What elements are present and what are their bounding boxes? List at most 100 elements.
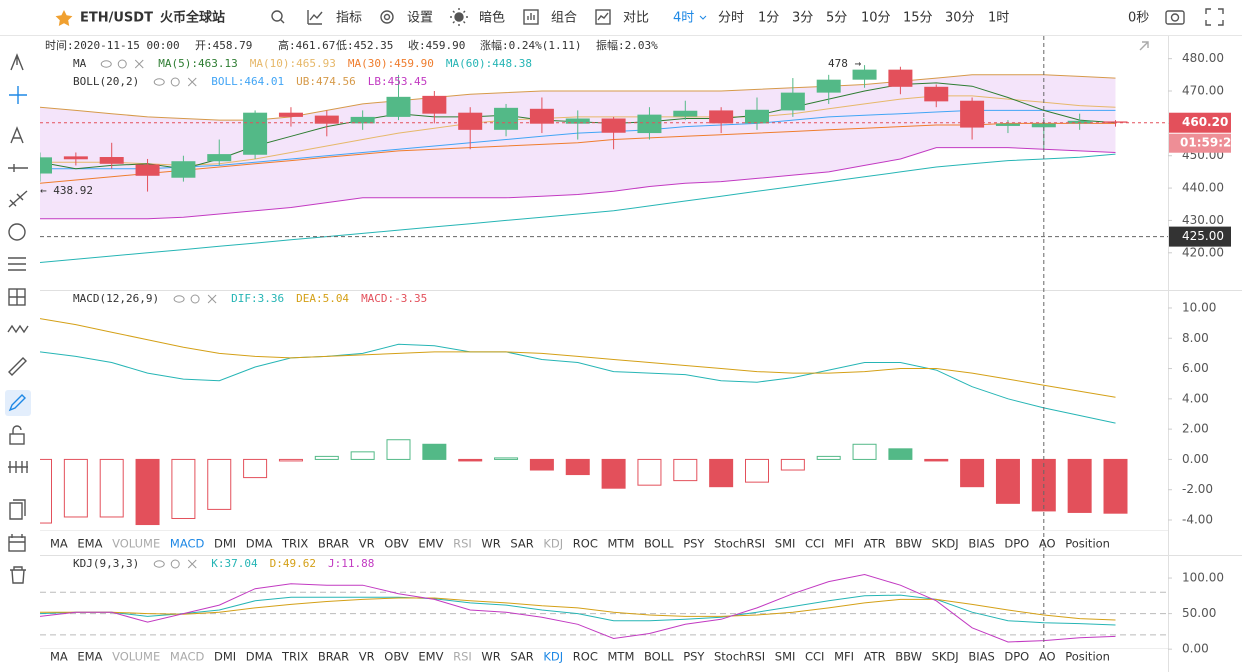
legend-remove[interactable] [207, 294, 217, 304]
interval-button[interactable]: 1分 [758, 11, 779, 26]
legend-settings[interactable] [190, 294, 200, 304]
indicator-tab[interactable]: VR [359, 650, 375, 664]
indicator-tab[interactable]: MACD [170, 537, 205, 551]
indicator-tab[interactable]: BIAS [968, 537, 994, 551]
indicator-tab[interactable]: MTM [608, 650, 635, 664]
crosshair-tool[interactable] [9, 86, 27, 104]
indicator-tab[interactable]: BRAR [318, 650, 349, 664]
indicator-tab[interactable]: KDJ [543, 537, 563, 551]
indicator-tab[interactable]: SAR [510, 537, 533, 551]
indicator-tab[interactable]: EMV [418, 537, 443, 551]
refresh-setting[interactable]: 0秒 [1128, 11, 1149, 26]
magnet-tool[interactable] [8, 461, 28, 473]
indicator-tab[interactable]: EMA [77, 650, 102, 664]
favorite-star[interactable] [55, 10, 73, 26]
indicator-tab[interactable]: SMI [775, 650, 796, 664]
interval-button[interactable]: 10分 [861, 11, 891, 26]
indicator-tab[interactable]: ROC [573, 650, 598, 664]
legend-remove[interactable] [134, 59, 144, 69]
interval-button[interactable]: 15分 [903, 11, 933, 26]
indicator-tab[interactable]: DPO [1004, 650, 1029, 664]
indicator-tab[interactable]: VR [359, 537, 375, 551]
indicator-tab[interactable]: RSI [453, 650, 472, 664]
calendar-tool[interactable] [8, 536, 26, 552]
toolbar-button[interactable]: 指标 [336, 11, 362, 26]
indicator-tab[interactable]: MA [50, 537, 68, 551]
legend-visibility[interactable] [153, 560, 165, 568]
interval-button[interactable]: 4时 [673, 11, 694, 26]
indicator-tab[interactable]: OBV [384, 537, 409, 551]
indicator-tab[interactable]: PSY [683, 650, 705, 664]
indicator-tab[interactable]: DPO [1004, 537, 1029, 551]
pen-tool[interactable] [8, 394, 26, 412]
indicator-tab[interactable]: Position [1065, 537, 1110, 551]
line-tool[interactable] [8, 164, 28, 172]
toolbar-button[interactable]: 对比 [623, 11, 649, 26]
indicator-tab[interactable]: OBV [384, 650, 409, 664]
interval-button[interactable]: 30分 [945, 11, 975, 26]
indicator-tab[interactable]: DMI [214, 650, 236, 664]
toolbar-button[interactable]: 组合 [551, 11, 577, 26]
fullscreen-icon[interactable] [1205, 8, 1224, 26]
indicator-tab[interactable]: MA [50, 650, 68, 664]
indicator-tab[interactable]: Position [1065, 650, 1110, 664]
search-icon[interactable] [271, 10, 285, 24]
indicator-tab[interactable]: VOLUME [112, 650, 160, 664]
indicator-tab[interactable]: DMA [246, 537, 273, 551]
delete-tool[interactable] [10, 566, 26, 584]
indicator-tab[interactable]: StochRSI [714, 650, 765, 664]
ruler-tool[interactable] [8, 357, 27, 376]
indicator-tab[interactable]: SAR [510, 650, 533, 664]
indicator-tab[interactable]: CCI [805, 537, 824, 551]
indicator-tab[interactable]: DMI [214, 537, 236, 551]
panel-maximize[interactable] [1139, 41, 1149, 51]
lock-body[interactable] [9, 433, 25, 445]
interval-button[interactable]: 3分 [792, 11, 813, 26]
indicator-tab[interactable]: BBW [895, 537, 922, 551]
indicator-tab[interactable]: BRAR [318, 537, 349, 551]
wave-tool[interactable] [7, 324, 29, 334]
legend-settings[interactable] [170, 559, 180, 569]
indicator-tab[interactable]: MFI [834, 537, 854, 551]
legend-visibility[interactable] [153, 78, 165, 86]
indicator-tab[interactable]: CCI [805, 650, 824, 664]
indicator-tab[interactable]: SKDJ [932, 537, 959, 551]
indicator-tab[interactable]: MFI [834, 650, 854, 664]
interval-button[interactable]: 1时 [988, 11, 1009, 26]
toolbar-button[interactable]: 设置 [407, 11, 433, 26]
indicator-tab[interactable]: ATR [864, 537, 886, 551]
legend-remove[interactable] [187, 77, 197, 87]
legend-settings[interactable] [170, 77, 180, 87]
indicator-tab[interactable]: PSY [683, 537, 705, 551]
legend-visibility[interactable] [173, 295, 185, 303]
legend-remove[interactable] [187, 559, 197, 569]
legend-settings[interactable] [117, 59, 127, 69]
indicator-tab[interactable]: ATR [864, 650, 886, 664]
cursor-tool[interactable] [10, 53, 24, 71]
indicator-tab[interactable]: SKDJ [932, 650, 959, 664]
screenshot-icon[interactable] [1165, 10, 1185, 25]
indicator-tab[interactable]: ROC [573, 537, 598, 551]
indicator-tab[interactable]: MACD [170, 650, 205, 664]
indicator-tab[interactable]: EMV [418, 650, 443, 664]
interval-button[interactable]: 分时 [718, 11, 744, 26]
indicator-tab[interactable]: WR [481, 537, 500, 551]
toolbar-button[interactable]: 暗色 [479, 10, 505, 26]
indicator-tab[interactable]: EMA [77, 537, 102, 551]
indicator-tab[interactable]: RSI [453, 537, 472, 551]
measure-cross[interactable] [9, 289, 25, 305]
indicator-tab[interactable]: MTM [608, 537, 635, 551]
trend-tool[interactable] [8, 190, 28, 208]
interval-button[interactable]: 5分 [826, 11, 847, 26]
indicator-tab[interactable]: BBW [895, 650, 922, 664]
indicator-tab[interactable]: AO [1039, 650, 1056, 664]
indicator-tab[interactable]: WR [481, 650, 500, 664]
fib-tool[interactable] [8, 257, 26, 271]
indicator-tab[interactable]: BOLL [644, 537, 674, 551]
indicator-tab[interactable]: DMA [246, 650, 273, 664]
legend-visibility[interactable] [100, 60, 112, 68]
indicator-tab[interactable]: StochRSI [714, 537, 765, 551]
indicator-tab[interactable]: BIAS [968, 650, 994, 664]
indicator-tab[interactable]: BOLL [644, 650, 674, 664]
symbol[interactable]: ETH/USDT [80, 11, 153, 26]
